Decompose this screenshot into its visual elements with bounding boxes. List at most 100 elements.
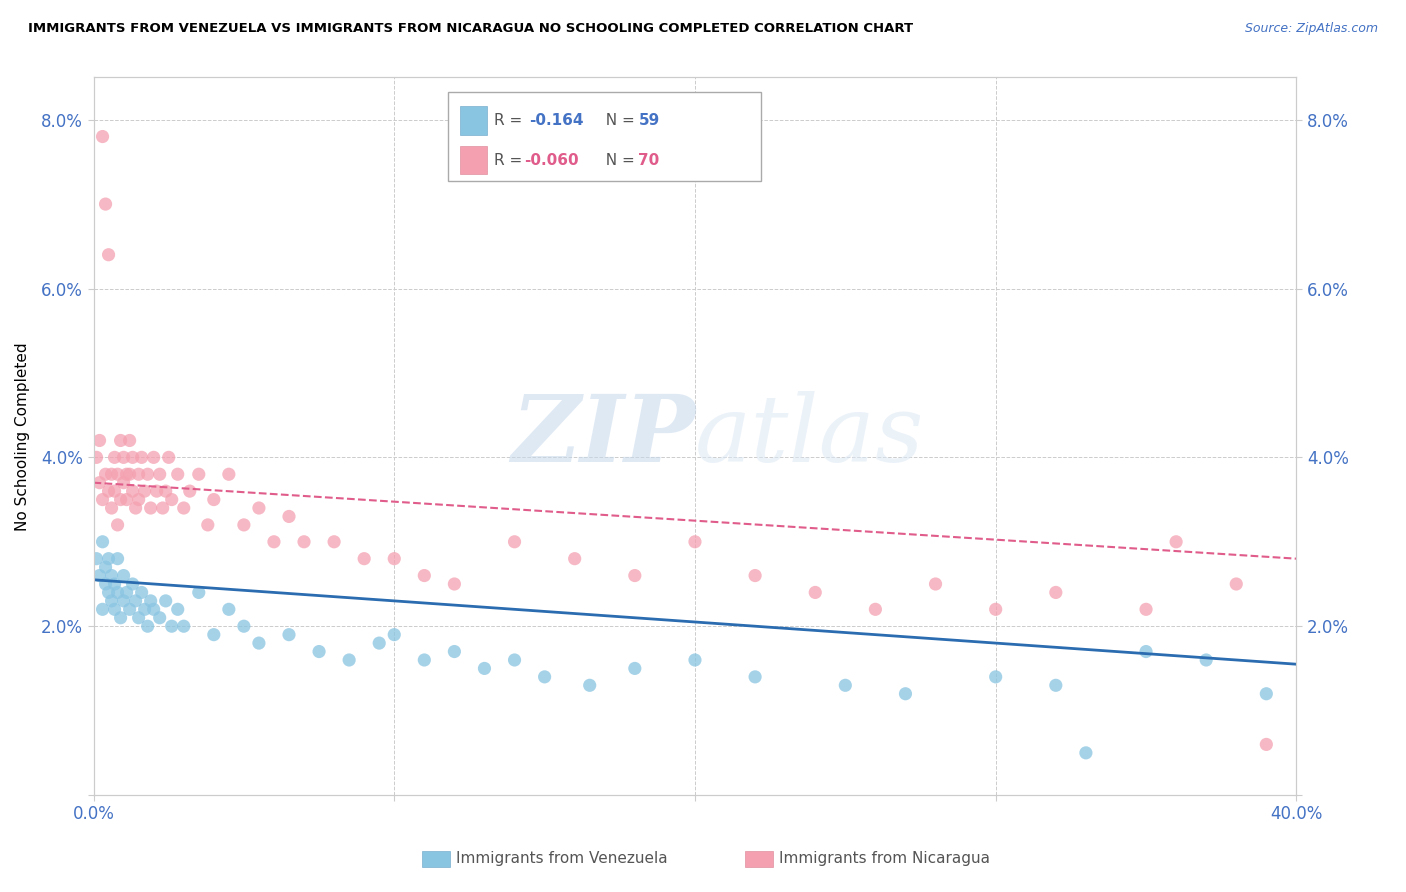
Point <box>173 619 195 633</box>
Point <box>187 585 209 599</box>
Point <box>1195 653 1218 667</box>
Point <box>413 653 436 667</box>
Point <box>1164 534 1187 549</box>
Text: 59: 59 <box>638 113 659 128</box>
Point <box>136 619 159 633</box>
Point <box>578 678 600 692</box>
Point <box>247 636 270 650</box>
Point <box>149 467 172 482</box>
Point <box>865 602 887 616</box>
Point <box>443 644 465 658</box>
Point <box>1045 585 1067 599</box>
Point <box>142 602 165 616</box>
Point <box>202 492 225 507</box>
Y-axis label: No Schooling Completed: No Schooling Completed <box>15 342 30 531</box>
Point <box>112 450 135 465</box>
Point <box>353 551 375 566</box>
Point <box>1225 577 1247 591</box>
Point <box>131 450 153 465</box>
Point <box>1135 644 1157 658</box>
Point <box>97 484 120 499</box>
Point <box>308 644 330 658</box>
Bar <box>460 145 486 174</box>
Point <box>683 653 706 667</box>
Point <box>94 577 117 591</box>
Point <box>804 585 827 599</box>
Text: N =: N = <box>596 153 640 169</box>
Point <box>134 484 156 499</box>
Point <box>128 492 150 507</box>
Point <box>202 627 225 641</box>
Point <box>139 501 162 516</box>
Text: -0.164: -0.164 <box>529 113 583 128</box>
Point <box>744 670 766 684</box>
Point <box>166 602 188 616</box>
Point <box>683 534 706 549</box>
Point <box>157 450 180 465</box>
Point <box>894 687 917 701</box>
Point <box>91 534 114 549</box>
FancyBboxPatch shape <box>449 92 761 181</box>
Point <box>124 501 146 516</box>
Point <box>110 434 132 448</box>
Point <box>142 450 165 465</box>
Text: ZIP: ZIP <box>510 392 695 482</box>
Point <box>247 501 270 516</box>
Point <box>91 129 114 144</box>
Point <box>533 670 555 684</box>
Point <box>323 534 346 549</box>
Point <box>443 577 465 591</box>
Point <box>118 602 141 616</box>
Point <box>337 653 360 667</box>
Point <box>1045 678 1067 692</box>
Point <box>118 434 141 448</box>
Point <box>173 501 195 516</box>
Point <box>624 568 647 582</box>
Point <box>382 627 405 641</box>
Point <box>86 551 108 566</box>
Text: Immigrants from Venezuela: Immigrants from Venezuela <box>456 852 668 866</box>
Point <box>107 517 129 532</box>
Point <box>136 467 159 482</box>
Point <box>564 551 586 566</box>
Point <box>155 484 177 499</box>
Point <box>110 492 132 507</box>
Point <box>139 594 162 608</box>
Point <box>152 501 174 516</box>
Text: -0.060: -0.060 <box>524 153 579 169</box>
Point <box>107 585 129 599</box>
Point <box>97 551 120 566</box>
Text: N =: N = <box>596 113 640 128</box>
Point <box>100 501 122 516</box>
Point <box>984 670 1007 684</box>
Text: atlas: atlas <box>695 392 925 482</box>
Point <box>368 636 391 650</box>
Point <box>89 475 111 490</box>
Point <box>624 661 647 675</box>
Point <box>744 568 766 582</box>
Point <box>179 484 201 499</box>
Point <box>278 627 301 641</box>
Point <box>1256 738 1278 752</box>
Point <box>107 551 129 566</box>
Point <box>474 661 496 675</box>
Point <box>124 594 146 608</box>
Point <box>160 619 183 633</box>
Point <box>115 492 138 507</box>
Point <box>278 509 301 524</box>
Point <box>834 678 856 692</box>
Point <box>89 434 111 448</box>
Point <box>131 585 153 599</box>
Point <box>121 484 143 499</box>
Point <box>86 450 108 465</box>
Point <box>197 517 219 532</box>
Point <box>100 594 122 608</box>
Point <box>89 568 111 582</box>
Point <box>218 602 240 616</box>
Point <box>413 568 436 582</box>
Point <box>94 197 117 211</box>
Point <box>115 585 138 599</box>
Point <box>128 611 150 625</box>
Point <box>103 450 125 465</box>
Point <box>924 577 946 591</box>
